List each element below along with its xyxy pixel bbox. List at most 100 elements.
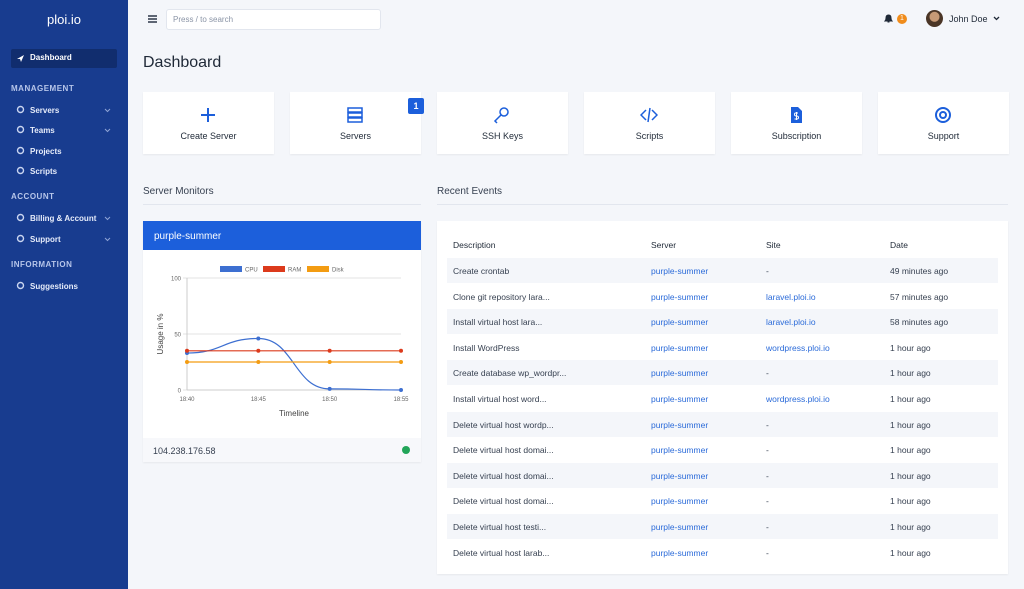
table-cell: Delete virtual host domai...	[453, 470, 554, 481]
monitor-header[interactable]: purple-summer	[143, 221, 421, 250]
icon-shape	[935, 107, 951, 123]
x-axis-label: Timeline	[279, 409, 309, 418]
table-cell: -	[766, 445, 769, 456]
table-link[interactable]: purple-summer	[651, 368, 709, 379]
table-link[interactable]: purple-summer	[651, 445, 709, 456]
data-point	[256, 348, 261, 353]
legend-label: RAM	[288, 268, 301, 274]
bell-icon[interactable]	[884, 14, 893, 24]
nav-label: Suggestions	[30, 281, 79, 291]
table-link[interactable]: purple-summer	[651, 394, 709, 404]
tile-label: Subscription	[771, 131, 822, 141]
table-link[interactable]: purple-summer	[651, 522, 709, 532]
column-header: Description	[453, 240, 496, 250]
data-point	[399, 388, 403, 392]
table-row: Delete virtual host larab... purple-summe…	[447, 539, 998, 565]
nav-item[interactable]: Billing & Account	[11, 210, 117, 226]
icon-shape	[939, 111, 947, 119]
chevron-shape	[104, 108, 111, 113]
brand[interactable]: ploi.io	[47, 12, 81, 27]
table-cell: Install virtual host lara...	[453, 317, 543, 328]
menu-icon[interactable]	[148, 15, 157, 23]
server-ip: 104.238.176.58	[153, 446, 216, 456]
nav-chevron	[104, 237, 111, 241]
table-link[interactable]: laravel.ploi.io	[766, 291, 816, 302]
table-cell: 1 hour ago	[890, 522, 931, 532]
legend-swatch	[220, 266, 242, 272]
user-name[interactable]: John Doe	[949, 14, 988, 24]
nav-label: Scripts	[30, 166, 58, 176]
tile-label: Servers	[339, 131, 371, 141]
table-cell: -	[766, 496, 769, 507]
tile[interactable]: Subscription	[731, 92, 862, 154]
avatar[interactable]	[926, 10, 943, 27]
table-link[interactable]: purple-summer	[651, 496, 709, 507]
nav-label: Projects	[30, 146, 62, 156]
tile[interactable]: Create Server	[143, 92, 274, 154]
table-link[interactable]: purple-summer	[651, 547, 709, 558]
server-name: purple-summer	[154, 231, 222, 242]
y-tick-label: 0	[178, 389, 182, 395]
column-header: Site	[766, 240, 781, 250]
table-link[interactable]: purple-summer	[651, 419, 709, 430]
table-link[interactable]: purple-summer	[651, 317, 709, 328]
chevron-shape	[104, 237, 111, 241]
nav-item[interactable]: Suggestions	[11, 278, 117, 294]
nav-label: Dashboard	[30, 53, 72, 62]
tile[interactable]: Support	[878, 92, 1009, 154]
nav-item[interactable]: Support	[11, 231, 117, 247]
nav-item[interactable]: Teams	[11, 122, 117, 138]
table-link[interactable]: purple-summer	[651, 266, 709, 276]
nav-icon-shape	[16, 105, 25, 114]
table-cell: Create crontab	[453, 266, 510, 276]
table-row: Delete virtual host domai... purple-summe…	[447, 437, 998, 463]
table-link[interactable]: laravel.ploi.io	[766, 317, 816, 328]
tile-icon	[640, 107, 658, 123]
status-dot	[402, 446, 410, 454]
table-row: Create database wp_wordpr... purple-summe…	[447, 360, 998, 386]
nav-item[interactable]: Projects	[11, 143, 117, 159]
nav-item[interactable]: Scripts	[11, 163, 117, 179]
table-row: Delete virtual host domai... purple-summe…	[447, 488, 998, 514]
nav-label: Support	[30, 234, 61, 244]
icon-shape	[640, 107, 658, 123]
table-cell: 49 minutes ago	[890, 266, 949, 276]
table-link[interactable]: purple-summer	[651, 342, 709, 353]
y-tick-label: 50	[174, 333, 181, 339]
nav-label: Servers	[30, 106, 60, 115]
table-link[interactable]: purple-summer	[651, 291, 709, 302]
nav-section-title: MANAGEMENT	[11, 84, 75, 93]
nav-section-title: ACCOUNT	[11, 192, 55, 202]
legend-label: Disk	[332, 268, 345, 274]
table-cell: 1 hour ago	[890, 394, 931, 404]
nav-chevron	[104, 216, 111, 221]
table-cell: 1 hour ago	[890, 419, 931, 430]
nav-icon-shape	[16, 234, 25, 242]
table-cell: Delete virtual host larab...	[453, 547, 550, 558]
search-placeholder: Press / to search	[173, 15, 234, 24]
data-point	[185, 360, 189, 364]
tile[interactable]: Servers 1	[290, 92, 424, 154]
tile-icon	[935, 107, 951, 123]
table-cell: -	[766, 266, 769, 276]
search-box[interactable]: Press / to search	[166, 9, 381, 30]
nav-item[interactable]: Servers	[11, 102, 117, 118]
tile-label: Support	[927, 131, 960, 141]
table-link[interactable]: wordpress.ploi.io	[766, 342, 830, 353]
x-tick-label: 18:40	[179, 397, 195, 403]
table-link[interactable]: purple-summer	[651, 470, 709, 481]
tile[interactable]: SSH Keys	[437, 92, 568, 154]
tile[interactable]: Scripts	[584, 92, 715, 154]
tile-icon	[493, 107, 509, 124]
tile-label: Create Server	[180, 131, 237, 141]
table-cell: Create database wp_wordpr...	[453, 368, 567, 379]
active-item[interactable]: Dashboard	[11, 49, 117, 68]
nav-icon	[17, 55, 24, 62]
table-cell: 1 hour ago	[890, 342, 931, 353]
table-link[interactable]: wordpress.ploi.io	[766, 394, 830, 404]
table-cell: -	[766, 419, 769, 430]
data-point	[327, 348, 332, 353]
nav-icon	[16, 105, 25, 114]
icon-shape	[793, 112, 800, 120]
legend-label: CPU	[245, 268, 258, 274]
